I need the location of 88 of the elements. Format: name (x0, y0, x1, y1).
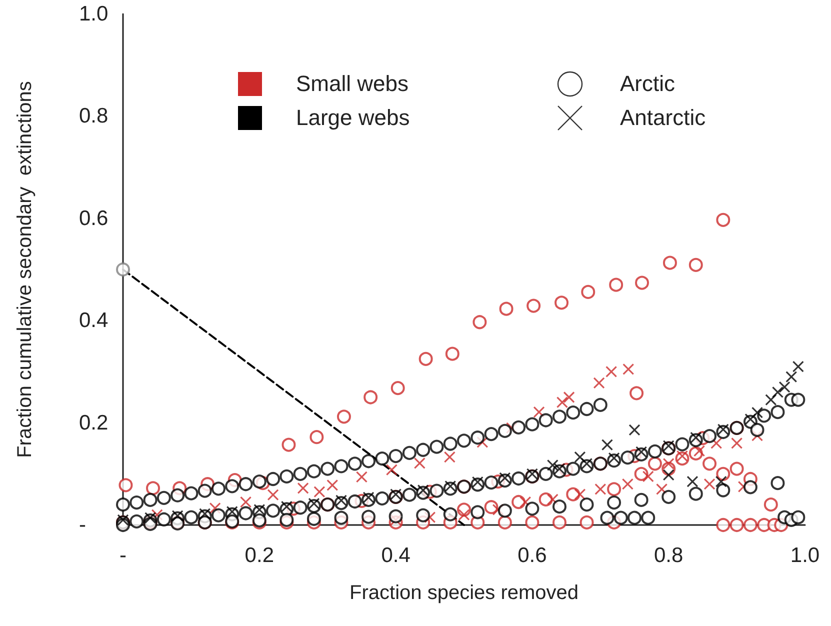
point (593, 377, 605, 389)
point (608, 452, 620, 464)
point (772, 386, 784, 398)
x-tick-label: 0.4 (381, 544, 411, 567)
point (417, 484, 429, 496)
point (116, 262, 130, 276)
point (765, 394, 777, 406)
annotation: Arctic (620, 71, 675, 97)
point (444, 451, 456, 463)
point (520, 496, 532, 508)
y-tick-label: 0.8 (79, 104, 108, 128)
point (563, 391, 575, 404)
x-tick-label: 0.8 (654, 544, 684, 567)
point (717, 424, 729, 436)
point (414, 457, 426, 469)
point (606, 366, 618, 378)
x-tick-label: 0.2 (244, 544, 274, 567)
point (751, 406, 764, 418)
point (172, 510, 184, 522)
point (642, 470, 654, 482)
point (533, 406, 545, 418)
point (580, 458, 593, 470)
annotation: Large webs (296, 105, 410, 131)
x-tick-label: 1.0 (790, 544, 820, 567)
point (574, 451, 586, 463)
point (662, 458, 674, 470)
point (690, 432, 702, 444)
y-tick-label: 1.0 (79, 2, 108, 26)
point (254, 504, 266, 516)
point (556, 396, 568, 408)
x-tick-label: - (120, 544, 126, 567)
point (554, 462, 566, 475)
point (240, 496, 252, 508)
point (662, 469, 674, 481)
y-tick-label: - (79, 514, 86, 536)
point (546, 494, 558, 506)
point (476, 436, 488, 448)
point (601, 438, 614, 451)
point (267, 489, 279, 501)
point (280, 500, 292, 512)
point (386, 464, 398, 476)
point (628, 424, 640, 436)
annotation: Antarctic (620, 105, 706, 131)
point (574, 488, 586, 500)
point (424, 512, 436, 524)
x-axis-title: Fraction species removed (350, 582, 578, 604)
point (314, 486, 326, 498)
y-axis-title: Fraction cumulative secondary extinctions (14, 81, 36, 458)
point (744, 413, 756, 426)
point (792, 360, 804, 372)
point (444, 480, 456, 492)
point (778, 381, 790, 393)
point (636, 446, 648, 458)
point (693, 445, 706, 457)
point (622, 478, 634, 490)
point (715, 476, 727, 488)
point (704, 478, 716, 490)
point (362, 492, 374, 504)
point (335, 494, 348, 506)
point (326, 479, 338, 491)
point (662, 440, 674, 452)
point (458, 508, 470, 521)
point (656, 483, 668, 496)
annotation: Small webs (296, 71, 408, 97)
point (472, 476, 484, 488)
y-tick-label: 0.6 (79, 206, 108, 230)
point (226, 506, 238, 518)
point (731, 437, 743, 450)
point (622, 363, 634, 375)
point (546, 459, 558, 472)
point (297, 482, 309, 494)
point (526, 468, 538, 480)
point (209, 502, 221, 514)
point (199, 508, 211, 520)
point (686, 476, 698, 488)
point (499, 472, 511, 484)
point (710, 437, 722, 450)
point (117, 514, 129, 526)
point (308, 498, 320, 510)
point (676, 450, 688, 462)
point (356, 471, 368, 483)
point (390, 488, 402, 500)
point (594, 483, 606, 496)
point (144, 512, 156, 524)
y-tick-label: 0.2 (79, 411, 108, 434)
y-tick-label: 0.4 (79, 309, 109, 332)
point (786, 371, 798, 383)
x-tick-label: 0.6 (518, 544, 547, 567)
